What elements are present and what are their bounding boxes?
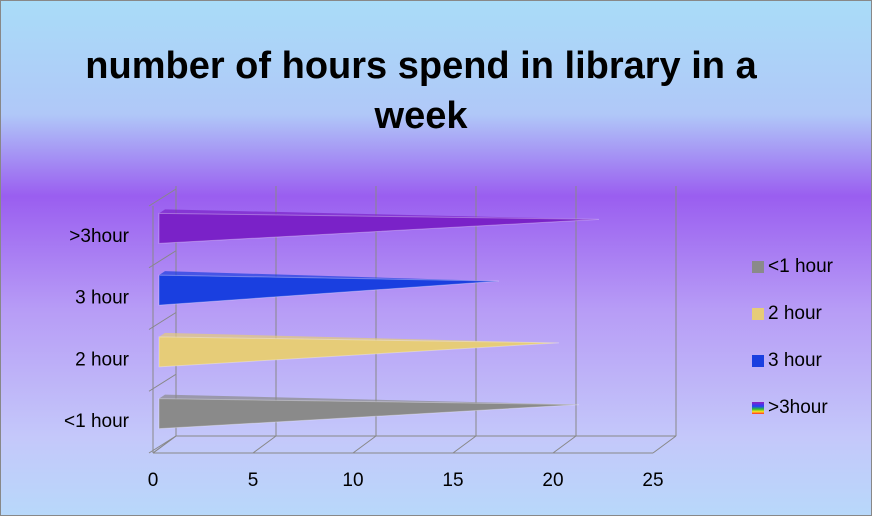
bar-top xyxy=(159,209,599,220)
bar-top xyxy=(159,271,499,282)
grid-line xyxy=(152,435,177,454)
bar-top xyxy=(159,332,559,343)
grid-line xyxy=(552,435,577,454)
legend-label: 3 hour xyxy=(768,350,823,371)
axis-tick xyxy=(148,312,177,330)
legend-label: <1 hour xyxy=(768,256,834,277)
chart-title: number of hours spend in library in a we… xyxy=(85,45,789,137)
x-tick-label: 10 xyxy=(342,470,363,491)
legend-swatch xyxy=(752,308,764,320)
legend-swatch xyxy=(752,402,764,414)
bar xyxy=(158,212,600,244)
x-tick-label: 20 xyxy=(542,470,563,491)
grid-line xyxy=(352,435,377,454)
y-tick-label: <1 hour xyxy=(64,411,130,432)
y-tick-label: 2 hour xyxy=(75,349,130,370)
y-tick-label: 3 hour xyxy=(75,288,130,309)
legend-label: 2 hour xyxy=(768,303,823,324)
bar xyxy=(158,274,500,306)
legend-label: >3hour xyxy=(768,397,828,418)
axis-tick xyxy=(148,373,177,392)
bar xyxy=(158,398,580,430)
bar xyxy=(158,336,560,368)
legend-swatch xyxy=(752,261,764,273)
y-tick-label: >3hour xyxy=(69,226,129,247)
legend-swatch xyxy=(752,355,764,367)
grid-line xyxy=(252,435,277,454)
grid-line xyxy=(452,435,477,454)
x-tick-label: 25 xyxy=(642,470,663,491)
x-tick-label: 0 xyxy=(148,470,159,491)
x-tick-label: 15 xyxy=(442,470,463,491)
bar-top xyxy=(159,394,579,405)
grid-line xyxy=(652,435,677,454)
axis-tick xyxy=(148,250,177,269)
axis-tick xyxy=(148,188,177,207)
x-tick-label: 5 xyxy=(248,470,259,491)
